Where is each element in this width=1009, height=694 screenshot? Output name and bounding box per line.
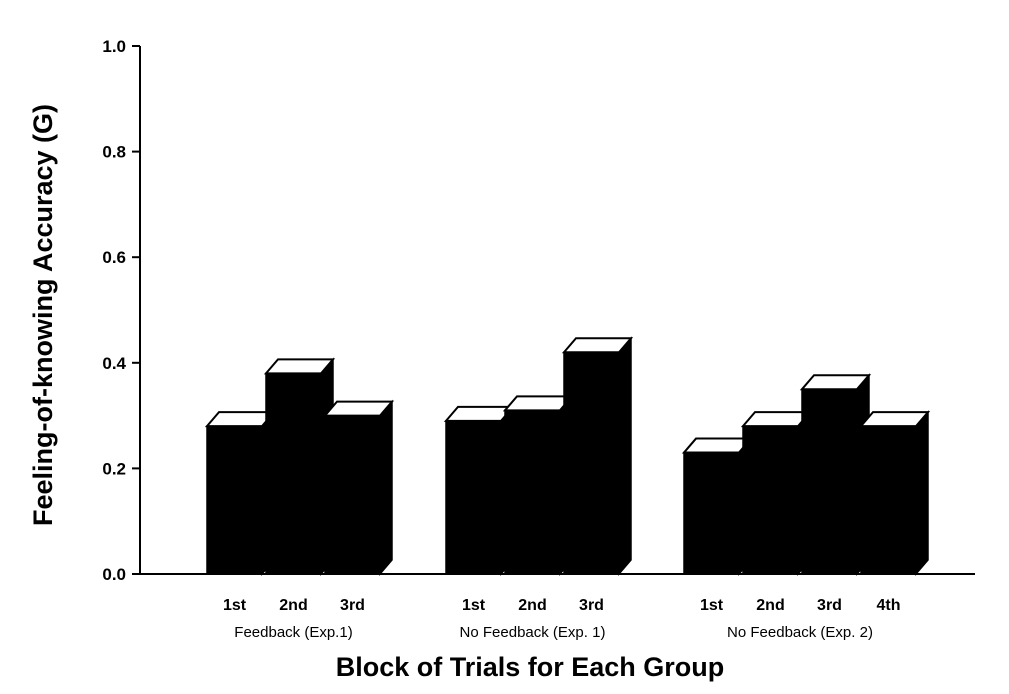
x-tick-label: 3rd: [579, 597, 604, 614]
x-tick-label: 3rd: [817, 597, 842, 614]
bar-top: [322, 400, 395, 417]
bar: [265, 372, 322, 575]
bar-top: [502, 395, 575, 412]
bar-top: [443, 405, 516, 422]
bar-top: [681, 437, 754, 454]
x-tick-label: 1st: [223, 597, 247, 614]
bar: [324, 414, 381, 575]
group-label: Feedback (Exp.1): [234, 624, 352, 641]
bar-group: [443, 336, 634, 577]
x-tick-label: 4th: [877, 597, 901, 614]
y-tick-label: 1.0: [102, 37, 126, 56]
bar-top: [858, 411, 931, 428]
bar: [860, 425, 917, 575]
bar-side: [915, 410, 929, 577]
group-label: No Feedback (Exp. 1): [460, 624, 606, 641]
group-label: No Feedback (Exp. 2): [727, 624, 873, 641]
bar-top: [740, 411, 813, 428]
x-tick-label: 1st: [700, 597, 724, 614]
bar: [683, 451, 740, 575]
bar: [801, 388, 858, 575]
x-tick-label: 2nd: [756, 597, 784, 614]
bar-top: [263, 358, 336, 375]
y-tick-label: 0.8: [102, 143, 126, 162]
y-tick-label: 0.2: [102, 459, 126, 478]
y-tick-label: 0.6: [102, 248, 126, 267]
bar-group: [681, 373, 931, 577]
x-tick-label: 1st: [462, 597, 486, 614]
bar-top: [799, 374, 872, 391]
bar-side: [618, 336, 632, 577]
x-tick-label: 3rd: [340, 597, 365, 614]
y-tick-label: 0.0: [102, 565, 126, 584]
bars: [204, 336, 931, 577]
x-tick-label: 2nd: [518, 597, 546, 614]
bar: [504, 409, 561, 575]
bar-side: [379, 399, 393, 577]
bar: [206, 425, 263, 575]
y-axis-title: Feeling-of-knowing Accuracy (G): [28, 104, 58, 526]
bar-top: [561, 337, 634, 354]
category-labels: 1st 2nd 3rd Feedback (Exp.1) 1st 2nd 3rd No Fee…: [223, 597, 901, 641]
x-tick-label: 2nd: [279, 597, 307, 614]
bar: [563, 351, 620, 575]
bar-group: [204, 357, 395, 577]
bar-top: [204, 411, 277, 428]
x-axis-title: Block of Trials for Each Group: [336, 652, 725, 682]
y-tick-label: 0.4: [102, 354, 126, 373]
bar: [742, 425, 799, 575]
bar: [445, 420, 502, 575]
